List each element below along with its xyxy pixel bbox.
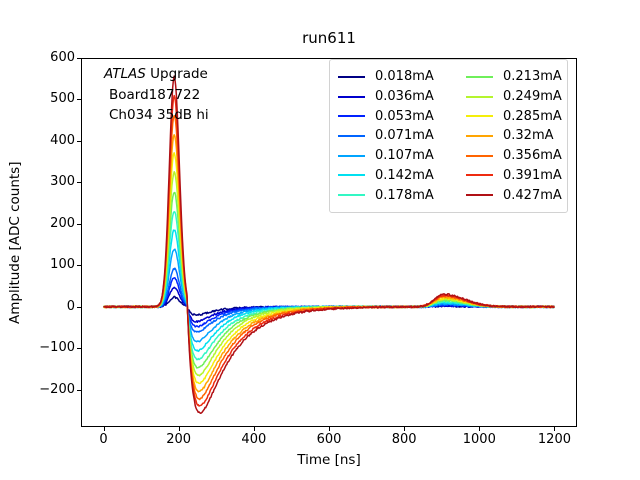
y-tick-label: 100 [50,257,75,273]
y-tick-label: 300 [50,174,75,190]
x-tick-mark [178,427,180,431]
annotation-atlas: ATLAS [104,66,146,82]
legend-entry: 0.018mA [338,67,460,87]
legend-entry: 0.249mA [466,87,562,107]
legend-label: 0.427mA [503,187,562,203]
x-tick-mark [329,427,330,431]
legend-line-swatch [466,115,493,118]
legend-entry: 0.356mA [466,146,562,166]
x-tick-mark [253,427,255,431]
legend-label: 0.107mA [375,148,434,164]
legend-label: 0.018mA [375,69,434,85]
legend-entry: 0.071mA [338,126,460,146]
legend-line-swatch [338,134,365,137]
y-tick-label: −100 [39,340,75,356]
legend-entry: 0.391mA [466,166,562,186]
annotation-line-3: Ch034 35dB hi [109,107,209,123]
x-tick-mark [404,427,406,431]
y-tick-mark [77,140,81,142]
legend-line-swatch [466,154,493,157]
y-tick-label: 600 [50,50,75,65]
legend-label: 0.32mA [503,128,554,144]
y-tick-label: 0 [66,298,75,314]
y-tick-label: −200 [39,381,75,397]
legend-entry: 0.427mA [466,185,562,205]
legend-line-swatch [466,174,493,177]
y-tick-mark [77,348,81,350]
annotation-block: ATLAS Upgrade Board187722 Ch034 35dB hi [104,64,209,126]
annotation-line-2: Board187722 [109,86,201,103]
y-tick-label: 400 [50,132,75,148]
x-axis-label: Time [ns] [297,452,361,468]
legend-entry: 0.142mA [338,166,460,186]
x-tick-mark [479,427,481,431]
annotation-line-1: ATLAS Upgrade [104,64,209,85]
legend-entry: 0.178mA [338,185,460,205]
legend-line-swatch [466,95,493,98]
x-tick-mark [554,427,556,431]
legend-line-swatch [466,134,493,137]
y-axis-label: Amplitude [ADC counts] [7,161,23,324]
x-tick-label: 800 [391,432,417,447]
y-tick-mark [77,306,81,308]
legend-line-swatch [338,95,365,98]
legend-label: 0.053mA [375,108,434,124]
legend: 0.018mA 0.036mA 0.053mA 0.071mA 0.107mA 0.142… [329,59,568,213]
legend-entry: 0.285mA [466,106,562,126]
y-tick-mark [77,265,81,267]
legend-entry: 0.107mA [338,146,460,166]
legend-entry: 0.32mA [466,126,562,146]
y-tick-label: 200 [50,215,75,231]
x-tick-label: 200 [166,432,192,447]
legend-label: 0.285mA [503,108,562,124]
legend-label: 0.356mA [503,148,562,164]
legend-line-swatch [466,194,493,197]
x-tick-label: 1000 [462,432,496,447]
y-tick-mark [77,58,81,59]
legend-line-swatch [338,75,365,78]
annotation-upgrade: Upgrade [145,66,208,82]
legend-label: 0.142mA [375,167,434,183]
legend-label: 0.178mA [375,187,434,203]
legend-label: 0.071mA [375,128,434,144]
x-tick-label: 600 [316,432,342,447]
y-tick-mark [77,223,81,225]
chart-title: run611 [302,29,356,47]
legend-label: 0.391mA [503,167,562,183]
x-tick-label: 400 [241,432,267,447]
legend-entry: 0.213mA [466,67,562,87]
legend-line-swatch [338,174,365,177]
x-tick-label: 0 [99,432,108,447]
y-tick-mark [77,182,81,184]
legend-label: 0.036mA [375,89,434,105]
y-tick-mark [77,389,81,391]
legend-entry: 0.053mA [338,106,460,126]
axes-frame [81,58,577,427]
y-tick-mark [77,99,81,101]
legend-line-swatch [338,154,365,157]
legend-line-swatch [338,115,365,118]
x-tick-mark [103,427,105,431]
y-tick-label: 500 [50,91,75,107]
legend-label: 0.213mA [503,69,562,85]
legend-line-swatch [338,194,365,197]
legend-entry: 0.036mA [338,87,460,107]
x-tick-label: 1200 [537,432,571,447]
legend-label: 0.249mA [503,89,562,105]
legend-line-swatch [466,75,493,78]
